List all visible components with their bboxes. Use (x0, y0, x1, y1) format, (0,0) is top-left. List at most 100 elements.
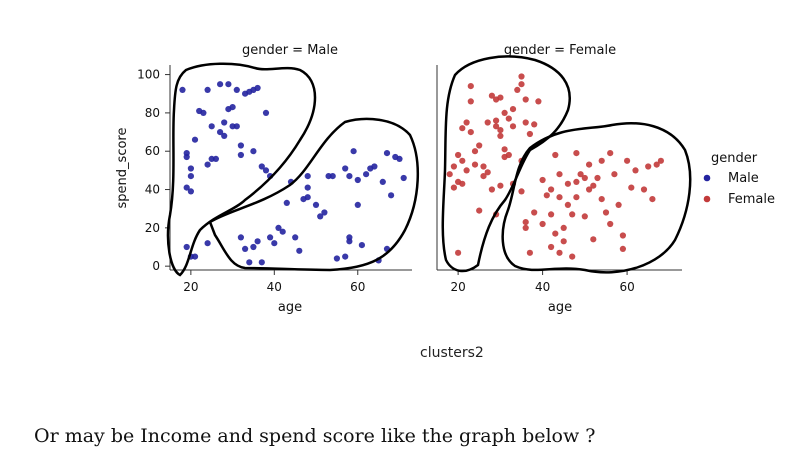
data-point (250, 148, 257, 155)
data-point (560, 224, 567, 231)
data-point (590, 182, 597, 189)
x-tick-label: 20 (450, 280, 465, 294)
data-point (191, 136, 199, 143)
data-point (573, 194, 580, 201)
data-point (581, 174, 588, 182)
data-point (518, 73, 525, 80)
data-point (304, 194, 311, 201)
figure-caption: clusters2 (420, 345, 484, 361)
data-point (501, 109, 508, 116)
y-tick-label: 100 (137, 68, 160, 82)
y-tick-label: 40 (145, 183, 160, 197)
data-point (632, 167, 639, 174)
data-point (480, 163, 487, 170)
data-point (279, 228, 286, 235)
data-point (237, 151, 244, 159)
y-tick-label: 0 (152, 259, 160, 273)
data-point (271, 240, 278, 247)
data-point (619, 232, 627, 239)
data-point (187, 188, 194, 195)
data-point (346, 173, 353, 180)
data-point (183, 153, 190, 161)
data-point (645, 163, 652, 170)
panel-title-male: gender = Male (242, 43, 338, 58)
data-point (539, 176, 546, 184)
data-point (463, 119, 470, 126)
data-point (476, 142, 483, 149)
data-point (312, 201, 320, 208)
data-point (229, 104, 236, 111)
data-point (191, 253, 199, 260)
data-point (258, 259, 265, 266)
y-tick-label: 20 (145, 221, 160, 235)
data-point (564, 201, 572, 208)
x-axis-label-female: age (548, 300, 572, 315)
data-point (183, 243, 190, 251)
legend-marker-female (703, 195, 711, 203)
data-point (535, 98, 542, 105)
legend: gender Male Female (703, 151, 775, 207)
data-point (552, 230, 559, 237)
data-point (321, 209, 328, 216)
data-point (333, 255, 340, 262)
data-point (371, 163, 378, 170)
data-point (480, 173, 487, 180)
data-point (560, 238, 567, 245)
x-tick-label: 60 (619, 280, 634, 294)
data-point (484, 169, 491, 176)
x-ticks-female: 20 40 60 (450, 270, 635, 294)
data-point (187, 165, 194, 172)
data-point (221, 132, 228, 139)
data-point (526, 249, 534, 256)
points-female (446, 73, 665, 260)
data-point (471, 161, 479, 168)
data-point (573, 178, 580, 185)
data-point (653, 161, 660, 168)
data-point (459, 157, 466, 164)
data-point (497, 94, 504, 101)
data-point (275, 224, 282, 231)
data-point (221, 119, 228, 126)
data-point (446, 171, 453, 178)
data-point (556, 249, 563, 256)
x-tick-label: 60 (350, 280, 365, 294)
data-point (304, 184, 311, 191)
data-point (611, 171, 618, 178)
data-point (522, 224, 529, 231)
data-point (556, 194, 563, 201)
data-point (463, 167, 470, 174)
data-point (548, 211, 555, 218)
data-point (552, 151, 559, 159)
legend-title: gender (711, 151, 758, 166)
data-point (342, 165, 349, 172)
data-point (204, 86, 211, 93)
data-point (497, 127, 504, 134)
x-tick-label: 20 (183, 280, 198, 294)
data-point (242, 245, 249, 252)
data-point (179, 86, 186, 93)
data-point (493, 117, 500, 124)
question-text: Or may be Income and spend score like th… (34, 425, 596, 447)
legend-label-female: Female (728, 192, 775, 207)
data-point (467, 98, 474, 105)
data-point (283, 199, 290, 206)
data-point (467, 83, 474, 90)
data-point (526, 130, 534, 138)
data-point (217, 81, 224, 88)
data-point (388, 192, 395, 199)
data-point (400, 174, 407, 182)
data-point (518, 188, 525, 195)
panel-female: gender = Female 20 40 60 age (436, 43, 692, 315)
data-point (531, 121, 538, 128)
data-point (204, 161, 211, 168)
y-tick-label: 80 (145, 106, 160, 120)
data-point (212, 155, 219, 162)
data-point (488, 186, 495, 193)
data-point (354, 176, 361, 184)
data-point (522, 219, 529, 226)
data-point (208, 123, 215, 130)
data-point (497, 182, 504, 189)
data-point (602, 209, 610, 216)
data-point (459, 180, 466, 187)
